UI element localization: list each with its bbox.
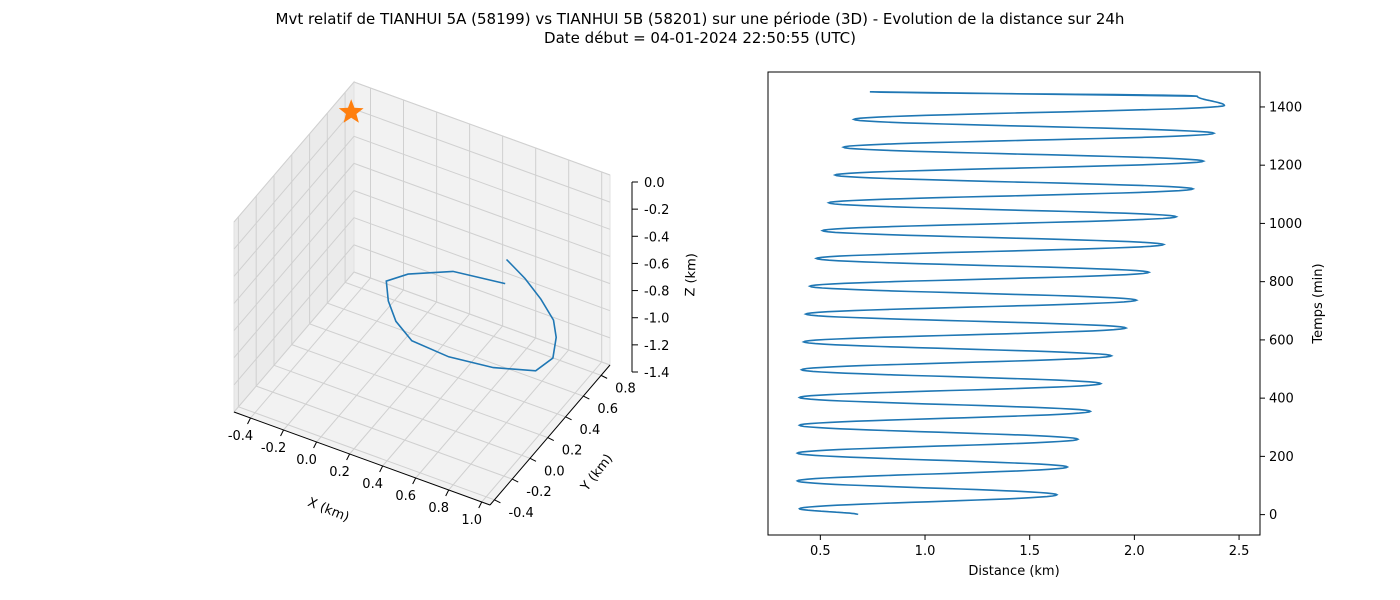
x-axis-line xyxy=(233,411,491,506)
y-tick-label: -0.2 xyxy=(526,485,551,500)
x-tick-mark xyxy=(478,501,483,509)
z-tick-label: -0.4 xyxy=(644,230,669,245)
y-tick-label: 0.8 xyxy=(615,381,636,396)
y-tick-label: 1000 xyxy=(1269,217,1302,232)
plot-3d-trajectory: -0.4 -0.2 0.0 0.2 0.4 0.6 0.8 1.0 -0.4 -0.2 0.0 0.2… xyxy=(228,80,700,528)
x-tick-label: 0.2 xyxy=(329,465,350,480)
figure-title-line2: Date début = 04-01-2024 22:50:55 (UTC) xyxy=(544,29,856,47)
gridline-z xyxy=(233,244,611,386)
x-tick-mark xyxy=(313,441,318,449)
y-tick-mark xyxy=(600,374,608,379)
figure-title-line1: Mvt relatif de TIANHUI 5A (58199) vs TIA… xyxy=(275,10,1125,28)
x-tick-label: 1.5 xyxy=(1019,544,1040,559)
y-tick-label: 0.4 xyxy=(580,423,601,438)
plot-distance-vs-time: 0.5 1.0 1.5 2.0 2.5 0 200 400 600 800 1000 1200 1400… xyxy=(767,71,1326,579)
x-tick-mark xyxy=(346,453,351,461)
y-tick-mark xyxy=(565,416,572,421)
x-tick-label: -0.2 xyxy=(261,441,286,456)
y-tick-label: 0 xyxy=(1269,508,1277,523)
figure-title: Mvt relatif de TIANHUI 5A (58199) vs TIA… xyxy=(0,10,1400,48)
y-tick-label: 0.0 xyxy=(544,464,565,479)
y-tick-mark xyxy=(494,499,501,504)
y-tick-label: 0.6 xyxy=(597,402,618,417)
z-tick-label: -1.4 xyxy=(644,366,669,381)
x-tick-mark xyxy=(280,429,284,437)
gridline-z xyxy=(233,162,611,304)
star-marker xyxy=(338,99,364,123)
y-tick-label: 0.2 xyxy=(562,444,583,459)
gridline-z xyxy=(233,271,611,413)
y-tick-label: 400 xyxy=(1269,392,1294,407)
y-tick-mark xyxy=(583,395,590,400)
z-tick-label: -1.0 xyxy=(644,312,669,327)
x-tick-label: 0.5 xyxy=(810,544,831,559)
gridline-z xyxy=(233,217,611,359)
y-tick-label: 1400 xyxy=(1269,100,1302,115)
z-tick-label: -1.2 xyxy=(644,339,669,354)
x-axis-label: X (km) xyxy=(305,495,351,525)
y-tick-mark xyxy=(511,478,519,483)
y-tick-label: 800 xyxy=(1269,275,1294,290)
y-tick-label: -0.4 xyxy=(508,506,533,521)
x-tick-mark xyxy=(445,489,450,497)
y-tick-label: 200 xyxy=(1269,450,1294,465)
x-tick-label: 0.6 xyxy=(395,489,416,504)
y-tick-label: 1200 xyxy=(1269,159,1302,174)
z-tick-label: -0.8 xyxy=(644,285,669,300)
x-tick-label: 2.5 xyxy=(1229,544,1250,559)
plot-frame xyxy=(767,71,1261,536)
x-tick-label: 1.0 xyxy=(461,513,482,528)
x-tick-mark xyxy=(379,465,384,473)
z-tick-label: 0.0 xyxy=(644,176,665,191)
x-tick-mark xyxy=(412,477,417,485)
gridline-z xyxy=(233,190,611,331)
x-tick-label: 1.0 xyxy=(915,544,936,559)
z-tick-label: -0.6 xyxy=(644,257,669,272)
x-axis-label: Distance (km) xyxy=(968,564,1059,579)
gridline-z xyxy=(233,81,611,223)
distance-series-line xyxy=(795,91,1226,516)
x-tick-label: 0.0 xyxy=(296,453,317,468)
x-tick-mark xyxy=(247,417,251,425)
x-tick-label: -0.4 xyxy=(228,429,253,444)
y-tick-mark xyxy=(547,437,555,442)
z-axis-label: Z (km) xyxy=(683,253,700,297)
y-axis-label: Temps (min) xyxy=(1311,263,1326,344)
y-tick-mark xyxy=(529,457,537,462)
x-tick-label: 2.0 xyxy=(1124,544,1145,559)
x-tick-label: 0.8 xyxy=(428,501,449,516)
y-axis-line xyxy=(489,364,611,506)
z-tick-label: -0.2 xyxy=(644,203,669,218)
x-tick-label: 0.4 xyxy=(362,477,383,492)
trajectory-line xyxy=(385,258,558,372)
y-axis-label: Y (km) xyxy=(578,452,617,495)
gridline-z xyxy=(233,135,611,277)
y-tick-label: 600 xyxy=(1269,333,1294,348)
